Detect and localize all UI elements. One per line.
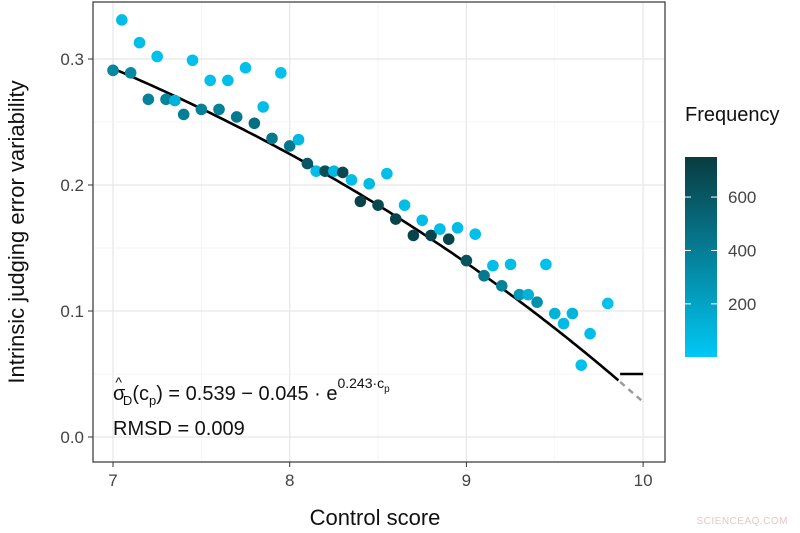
data-point — [451, 222, 464, 234]
data-point — [283, 140, 296, 152]
data-point — [275, 67, 287, 79]
data-point — [133, 36, 146, 49]
data-point — [328, 165, 340, 177]
data-point — [213, 103, 225, 116]
data-point — [248, 117, 261, 130]
data-point — [204, 74, 216, 87]
colorbar-tick-label: 400 — [728, 241, 756, 260]
data-point — [372, 199, 384, 211]
data-point — [107, 64, 119, 77]
data-point — [434, 223, 446, 235]
data-point — [566, 307, 579, 320]
data-point — [469, 228, 482, 240]
eq-sub-p: p — [149, 393, 156, 408]
colorbar-ticks: 200 400 600 — [685, 188, 756, 314]
y-tick-label: 0.3 — [60, 50, 84, 69]
rmsd-label: RMSD = 0.009 — [113, 418, 245, 440]
eq-sigma: σ — [113, 383, 126, 405]
data-point — [177, 108, 190, 121]
x-tick-label: 10 — [634, 471, 653, 490]
data-point — [142, 93, 155, 106]
data-point — [442, 233, 455, 245]
data-point — [522, 288, 535, 301]
data-point — [230, 111, 243, 123]
fit-extrapolation-dashed — [619, 380, 644, 403]
colorbar — [685, 157, 717, 357]
points-group — [107, 14, 614, 371]
data-point — [160, 93, 172, 106]
data-point — [425, 229, 437, 242]
data-point — [584, 327, 596, 340]
data-point — [540, 258, 552, 271]
data-point — [575, 359, 588, 371]
y-axis-label: Intrinsic judging error variability — [4, 80, 29, 383]
data-point — [195, 103, 208, 116]
equation-annotation: σ^D(cp) = 0.539 − 0.045 · e0.243·cp RMSD… — [113, 374, 390, 440]
x-tick-label: 9 — [462, 471, 471, 490]
data-point — [310, 165, 323, 177]
colorbar-tick-label: 600 — [728, 188, 756, 207]
data-point — [301, 157, 314, 170]
data-point — [354, 195, 367, 208]
data-point — [336, 166, 349, 179]
data-point — [601, 297, 614, 310]
legend-title: Frequency — [685, 104, 780, 126]
data-point — [557, 317, 570, 330]
data-point — [389, 213, 402, 225]
data-point — [504, 258, 517, 271]
data-point — [398, 199, 411, 211]
data-point — [531, 296, 543, 308]
data-point — [124, 67, 137, 79]
data-point — [407, 229, 420, 242]
x-axis-label: Control score — [310, 505, 441, 530]
data-point — [257, 101, 269, 113]
data-point — [363, 177, 376, 190]
colorbar-tick-label: 200 — [728, 295, 756, 314]
plot-panel — [92, 1, 666, 463]
equation-line: σ^D(cp) = 0.539 − 0.045 · e0.243·cp — [113, 374, 390, 408]
data-point — [319, 165, 331, 177]
y-tick-label: 0.1 — [60, 302, 84, 321]
data-point — [478, 269, 490, 282]
data-point — [381, 167, 393, 180]
axis-ticks: 7 8 9 10 0.0 0.1 0.2 0.3 — [60, 50, 652, 490]
data-point — [116, 14, 128, 26]
data-point — [292, 133, 305, 146]
data-point — [345, 174, 358, 186]
data-point — [169, 94, 181, 107]
data-point — [186, 54, 199, 67]
x-tick-label: 8 — [285, 471, 294, 490]
data-point — [487, 259, 499, 272]
data-point — [416, 214, 429, 227]
data-point — [548, 307, 561, 320]
data-point — [460, 254, 473, 267]
data-point — [266, 132, 278, 145]
y-tick-label: 0.0 — [60, 428, 84, 447]
data-point — [222, 74, 234, 87]
eq-hat: ^ — [115, 374, 122, 390]
eq-sub-d: D — [123, 393, 132, 408]
eq-rest: ) = 0.539 − 0.045 · e — [156, 383, 337, 405]
eq-exponent-sub: p — [384, 384, 390, 395]
data-point — [239, 62, 252, 74]
data-point — [513, 288, 526, 301]
y-tick-label: 0.2 — [60, 176, 84, 195]
data-point — [495, 280, 508, 292]
data-point — [151, 50, 163, 63]
eq-paren: (c — [132, 383, 149, 405]
x-tick-label: 7 — [108, 471, 117, 490]
watermark: SCIENCEAQ.COM — [696, 516, 788, 527]
eq-exponent: 0.243·c — [337, 375, 384, 391]
